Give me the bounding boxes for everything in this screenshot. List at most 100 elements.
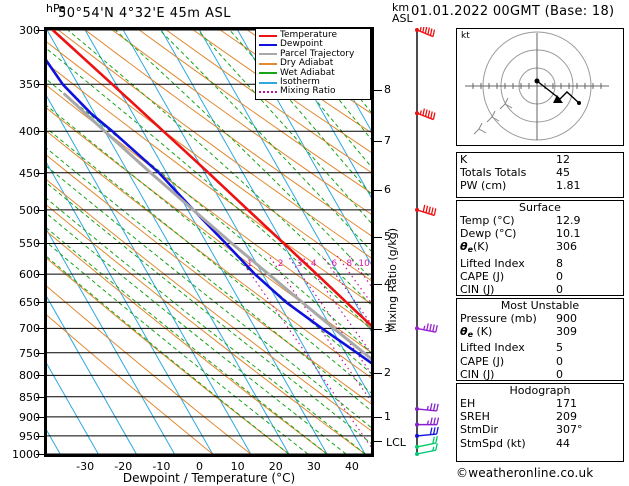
indices-panel: K 12 Totals Totals 45 PW (cm) 1.81	[456, 152, 624, 198]
legend-label: Wet Adiabat	[280, 67, 335, 78]
height-tick	[374, 416, 382, 418]
height-tick	[374, 328, 382, 330]
height-tick-label: 3	[384, 321, 391, 335]
height-unit-label: km ASL	[392, 2, 413, 24]
temperature-tick-label: 10	[230, 460, 245, 473]
station-title: 50°54'N 4°32'E 45m ASL	[58, 6, 231, 21]
pressure-tick-label: 400	[19, 125, 40, 139]
pressure-tick	[36, 30, 44, 31]
data-row: PW (cm) 1.81	[457, 179, 623, 192]
wind-barb	[415, 435, 438, 449]
data-row: CIN (J) 0	[457, 368, 623, 381]
row-key: CIN (J)	[460, 283, 495, 297]
row-key: θe (K)	[460, 325, 493, 340]
row-key: CAPE (J)	[460, 354, 505, 368]
legend-label: Dewpoint	[280, 39, 323, 50]
pressure-tick	[36, 84, 44, 86]
legend-item: Mixing Ratio	[259, 86, 367, 97]
copyright-icon: ©	[456, 466, 469, 480]
pressure-tick-label: 300	[19, 24, 40, 37]
data-row: CAPE (J) 0	[457, 355, 623, 368]
wind-barb	[415, 443, 438, 456]
pressure-tick	[36, 172, 44, 174]
row-key: SREH	[460, 410, 490, 424]
pressure-tick-label: 900	[19, 410, 40, 424]
row-key: Temp (°C)	[460, 214, 515, 227]
hodograph-panel	[456, 28, 624, 146]
legend-swatch-icon	[259, 53, 277, 56]
row-key: PW (cm)	[460, 179, 507, 193]
legend-item: Wet Adiabat	[259, 67, 367, 78]
legend-swatch-icon	[259, 72, 277, 75]
temperature-tick-label: -10	[152, 460, 171, 473]
pressure-tick	[36, 375, 44, 377]
row-value: 171	[556, 397, 577, 410]
mixing-ratio-label: 10	[358, 259, 370, 269]
x-axis-title: Dewpoint / Temperature (°C)	[122, 471, 296, 485]
data-row: EH 171	[457, 397, 623, 410]
most-unstable-panel: Most Unstable Pressure (mb) 900 θe (K) 309 Li…	[456, 298, 624, 381]
data-row: θe(K) 306	[457, 240, 623, 256]
height-tick-label: 4	[384, 276, 391, 290]
temperature-tick-label: -30	[76, 460, 95, 473]
pressure-tick	[36, 435, 44, 437]
row-key: Dewp (°C)	[460, 227, 517, 241]
data-row: SREH 209	[457, 410, 623, 423]
pressure-unit-label: hPa	[46, 2, 66, 15]
footer: ©weatheronline.co.uk	[456, 466, 593, 480]
row-value: 0	[556, 367, 563, 381]
wind-barb	[415, 426, 439, 438]
row-value: 45	[556, 166, 570, 180]
row-value: 12.9	[556, 214, 581, 227]
sounding-plot-canvas[interactable]	[47, 30, 371, 454]
height-tick-label: 1	[384, 409, 391, 423]
temperature-tick-label: 0	[195, 460, 203, 473]
data-row: Pressure (mb) 900	[457, 312, 623, 325]
legend-swatch-icon	[259, 62, 277, 65]
pressure-tick	[36, 328, 44, 330]
legend-label: Isotherm	[280, 76, 320, 87]
pressure-tick	[36, 209, 44, 211]
mixing-ratio-label: 8	[346, 259, 353, 269]
data-row: θe (K) 309	[457, 325, 623, 341]
legend-item: Temperature	[259, 30, 367, 40]
row-value: 209	[556, 410, 577, 424]
row-key: θe(K)	[460, 240, 489, 255]
panel-title: Most Unstable	[500, 299, 580, 312]
lcl-tick	[374, 441, 382, 442]
pressure-tick-label: 850	[19, 390, 40, 404]
legend-label: Parcel Trajectory	[280, 48, 355, 59]
lcl-label: LCL	[386, 436, 406, 449]
mixing-ratio-label: 4	[310, 259, 317, 269]
legend-item: Dry Adiabat	[259, 58, 367, 68]
height-unit-line2: ASL	[392, 12, 413, 25]
legend: Temperature Dewpoint Parcel Trajectory Dry …	[255, 28, 371, 100]
legend-swatch-icon	[259, 34, 277, 37]
pressure-tick	[36, 396, 44, 398]
data-row: Lifted Index 5	[457, 341, 623, 354]
wind-barb	[415, 403, 439, 412]
legend-label: Mixing Ratio	[280, 86, 336, 97]
row-value: 900	[556, 312, 577, 325]
mixing-ratio-label: 3	[296, 259, 303, 269]
height-tick-label: 7	[384, 133, 391, 147]
pressure-tick-label: 950	[19, 429, 40, 443]
row-value: 10.1	[556, 227, 581, 241]
row-value: 12	[556, 153, 570, 166]
height-tick	[374, 140, 382, 142]
row-key: Totals Totals	[460, 166, 527, 180]
legend-label: Temperature	[280, 30, 338, 40]
pressure-tick-label: 800	[19, 369, 40, 383]
height-tick	[374, 283, 382, 285]
row-value: 1.81	[556, 179, 581, 193]
hodograph-unit-label: kt	[461, 31, 470, 41]
legend-swatch-icon	[259, 81, 277, 84]
data-row: K 12	[457, 153, 623, 166]
row-value: 0	[556, 354, 563, 368]
data-row: Lifted Index 8	[457, 257, 623, 270]
temperature-tick-label: 30	[306, 460, 321, 473]
row-key: StmSpd (kt)	[460, 436, 526, 450]
data-row: CAPE (J) 0	[457, 270, 623, 283]
row-key: EH	[460, 397, 476, 410]
surface-panel: Surface Temp (°C) 12.9 Dewp (°C) 10.1 θe(K) 30…	[456, 200, 624, 296]
